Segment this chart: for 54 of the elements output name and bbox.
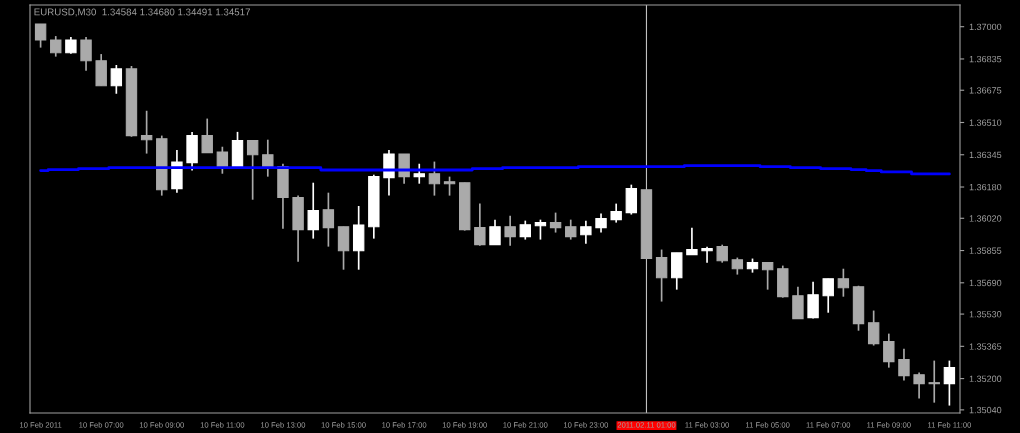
- candlestick: [322, 191, 335, 248]
- candlestick: [610, 202, 622, 224]
- y-tick-label: 1.35365: [969, 343, 1002, 350]
- candlestick: [262, 138, 274, 178]
- candlestick: [474, 202, 486, 247]
- y-tick-label: 1.37000: [969, 23, 1002, 31]
- y-tick-label: 1.36510: [969, 119, 1002, 126]
- candlestick: [246, 139, 259, 201]
- y-tick-label: 1.35530: [969, 311, 1002, 318]
- candlestick: [883, 332, 895, 369]
- candlestick: [822, 277, 834, 314]
- candlestick: [443, 175, 456, 197]
- y-tick-label: 1.35855: [969, 247, 1002, 254]
- y-tick-label: 1.35200: [969, 375, 1002, 382]
- candlestick: [549, 211, 562, 234]
- candlestick: [655, 248, 668, 303]
- candlestick: [761, 261, 774, 291]
- y-tick-label: 1.36345: [969, 151, 1002, 159]
- candlestick: [595, 212, 607, 234]
- candlestick: [580, 219, 592, 245]
- candlestick: [519, 219, 531, 241]
- y-tick-label: 1.36835: [969, 55, 1002, 63]
- candlestick: [50, 35, 62, 58]
- candlestick: [913, 371, 925, 400]
- y-tick-label: 1.35040: [969, 406, 1002, 414]
- candlestick: [943, 359, 956, 407]
- candlestick: [867, 309, 880, 347]
- candlestick: [398, 153, 410, 185]
- candlestick: [504, 214, 516, 247]
- candlestick: [201, 117, 213, 154]
- candlestick: [807, 280, 819, 320]
- candlestick: [686, 226, 698, 256]
- candlestick: [792, 285, 804, 320]
- y-tick-label: 1.36020: [969, 215, 1002, 222]
- candlestick: [80, 36, 92, 72]
- candlestick: [565, 218, 577, 241]
- candlestick: [428, 160, 441, 197]
- candlestick: [140, 109, 153, 155]
- chart-title: EURUSD,M30 1.34584 1.34680 1.34491 1.34517: [34, 8, 250, 17]
- candlestick: [534, 218, 547, 241]
- candlestick: [928, 359, 940, 404]
- candlestick: [701, 245, 713, 264]
- candlestick: [110, 64, 123, 95]
- y-tick-label: 1.36180: [969, 183, 1002, 191]
- candlestick: [489, 218, 501, 246]
- candlestick: [383, 149, 395, 197]
- candlestick: [837, 267, 850, 298]
- candlestick: [307, 181, 319, 240]
- y-tick-label: 1.36675: [969, 87, 1002, 94]
- candlestick: [34, 23, 47, 49]
- y-tick-label: 1.35690: [969, 279, 1002, 287]
- candlestick: [413, 162, 425, 185]
- candlestick: [216, 145, 229, 175]
- candlestick: [898, 347, 910, 382]
